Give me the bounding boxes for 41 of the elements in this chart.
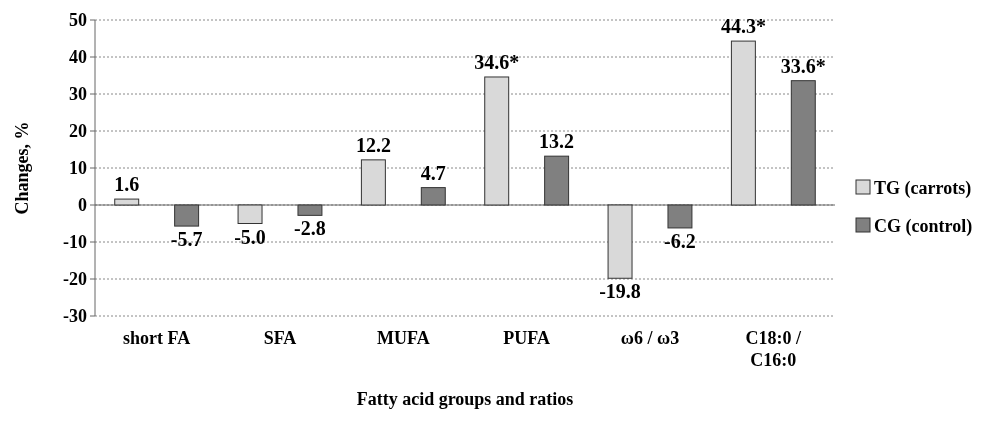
data-label: -5.0 [234, 225, 266, 248]
legend-label: CG (control) [874, 216, 973, 238]
y-tick-label: -10 [63, 232, 87, 253]
data-label: 1.6 [114, 173, 140, 196]
bar [114, 198, 140, 206]
data-label: 34.6* [474, 50, 520, 73]
data-label: -19.8 [599, 280, 641, 303]
y-tick-label: 50 [69, 10, 87, 31]
y-axis-title: Changes, % [12, 121, 32, 215]
bar [237, 204, 263, 224]
bar [360, 159, 386, 206]
bar [420, 187, 446, 206]
data-label: -5.7 [170, 228, 203, 251]
x-tick-label: SFA [263, 328, 297, 348]
bar [174, 204, 200, 227]
legend-label: TG (carrots) [874, 178, 972, 200]
data-label: 12.2 [355, 133, 391, 156]
data-label: 13.2 [539, 130, 575, 153]
bar [667, 204, 693, 229]
y-tick-label: 20 [69, 121, 87, 142]
bar [297, 204, 323, 216]
data-label: -6.2 [664, 229, 696, 252]
y-tick-label: 0 [78, 195, 87, 216]
x-axis-title: Fatty acid groups and ratios [356, 389, 574, 409]
data-label: -2.8 [294, 217, 326, 240]
x-tick-label: PUFA [503, 328, 550, 348]
bar [484, 76, 510, 206]
y-tick-label: 30 [69, 84, 87, 105]
bar [730, 40, 756, 206]
data-label: 4.7 [420, 161, 446, 184]
y-tick-label: -20 [63, 269, 87, 290]
x-tick-label: C18:0 / C16:0 [745, 328, 803, 370]
x-tick-label: MUFA [377, 328, 430, 348]
bar [607, 204, 633, 279]
y-tick-label: -30 [63, 306, 87, 327]
x-tick-label: short FA [123, 328, 191, 348]
data-label: 33.6* [780, 54, 826, 77]
y-tick-label: 40 [69, 47, 87, 68]
data-label: 44.3* [720, 15, 766, 38]
y-tick-label: 10 [69, 158, 87, 179]
x-tick-label: ω6 / ω3 [620, 328, 680, 348]
